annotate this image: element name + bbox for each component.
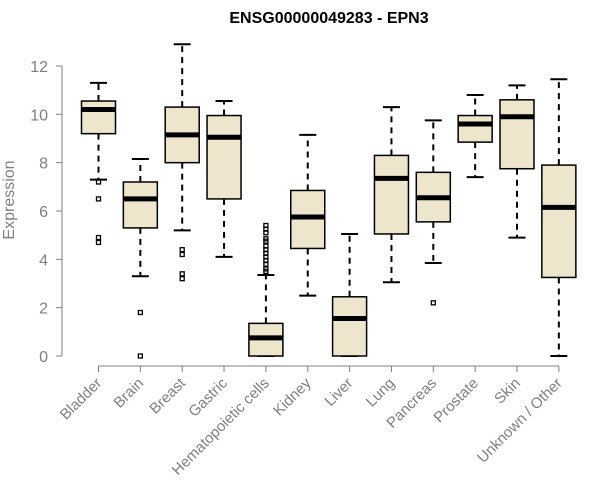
box-gastric: [206, 100, 242, 258]
outlier-point: [179, 271, 185, 277]
category-label: Liver: [321, 375, 356, 410]
iqr-box: [499, 99, 535, 170]
category-label: Kidney: [270, 374, 315, 419]
outlier-point: [95, 239, 102, 246]
category-label: Bladder: [57, 375, 106, 424]
y-axis-title: Expression: [1, 160, 18, 239]
outlier-point: [179, 247, 185, 253]
outlier-point: [263, 222, 269, 229]
iqr-box: [373, 154, 410, 235]
iqr-box: [331, 296, 368, 357]
outlier-point: [137, 353, 144, 359]
y-tick-label: 0: [39, 349, 48, 366]
iqr-box: [122, 181, 159, 229]
category-label: Lung: [363, 375, 399, 411]
y-tick-label: 8: [39, 156, 48, 173]
outlier-point: [179, 276, 185, 282]
outlier-point: [137, 309, 144, 316]
category-label: Skin: [491, 375, 524, 408]
y-axis: 0 2 4 6 8 10 12: [30, 59, 63, 366]
outlier-point: [95, 196, 102, 202]
iqr-box: [80, 100, 117, 135]
category-label: Brain: [110, 375, 147, 412]
box-unknown-other: [541, 78, 577, 357]
outlier-point: [430, 300, 436, 306]
outlier-point: [179, 251, 185, 258]
iqr-box: [457, 114, 493, 143]
box-hematopoietic-cells: [248, 222, 284, 357]
outlier-point: [263, 236, 269, 242]
iqr-box: [206, 114, 242, 200]
box-prostate: [457, 94, 493, 179]
outlier-point: [95, 234, 102, 241]
box-skin: [499, 84, 535, 239]
box-lung: [373, 106, 410, 284]
category-label: Prostate: [430, 375, 482, 427]
y-tick-label: 4: [39, 252, 48, 269]
iqr-box: [541, 164, 577, 279]
y-tick-label: 6: [39, 204, 48, 221]
box-pancreas: [415, 119, 452, 306]
boxes-group: [80, 43, 577, 359]
y-tick-label: 10: [30, 107, 48, 124]
box-liver: [331, 232, 368, 357]
box-brain: [122, 158, 159, 359]
box-bladder: [80, 81, 117, 246]
y-tick-label: 12: [30, 59, 48, 76]
chart-title: ENSG00000049283 - EPN3: [229, 10, 428, 27]
box-kidney: [290, 133, 326, 297]
outlier-point: [263, 243, 269, 249]
category-label: Breast: [146, 374, 189, 417]
y-tick-label: 2: [39, 301, 48, 318]
outlier-point: [95, 179, 102, 185]
outlier-point: [263, 266, 269, 272]
box-breast: [164, 43, 200, 282]
